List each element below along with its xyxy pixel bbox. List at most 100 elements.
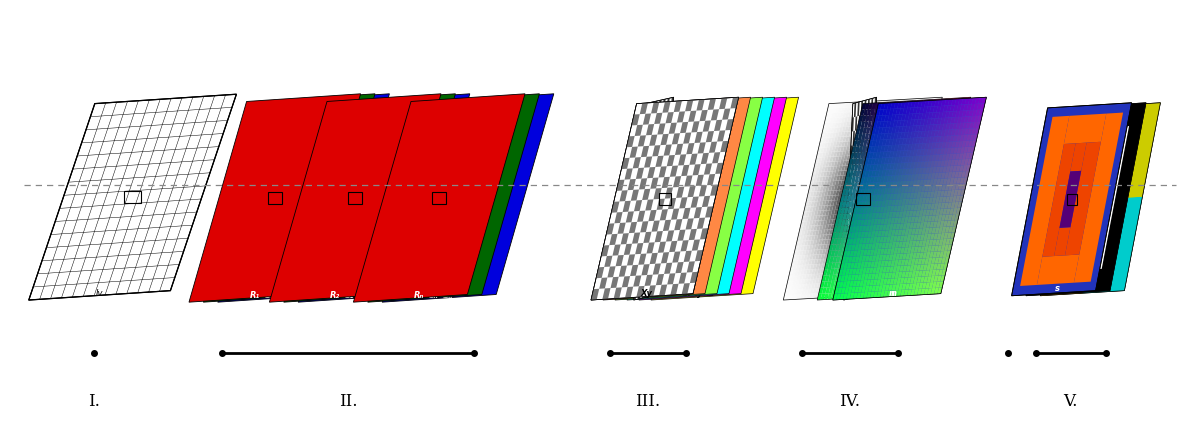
Polygon shape: [956, 148, 961, 154]
Polygon shape: [875, 255, 880, 262]
Polygon shape: [931, 106, 936, 112]
Polygon shape: [592, 289, 599, 300]
Polygon shape: [869, 268, 874, 274]
Polygon shape: [850, 281, 854, 287]
Polygon shape: [920, 252, 925, 258]
Polygon shape: [880, 237, 884, 243]
Polygon shape: [911, 264, 916, 271]
Polygon shape: [886, 145, 890, 151]
Polygon shape: [827, 133, 830, 138]
Polygon shape: [883, 237, 888, 243]
Text: Ny: Ny: [690, 288, 703, 297]
Polygon shape: [880, 242, 883, 247]
Polygon shape: [845, 190, 850, 196]
Polygon shape: [853, 272, 857, 277]
Polygon shape: [876, 249, 881, 256]
Polygon shape: [924, 113, 928, 118]
Polygon shape: [911, 247, 916, 253]
Polygon shape: [842, 184, 847, 190]
Polygon shape: [649, 186, 653, 200]
Polygon shape: [673, 101, 682, 113]
Polygon shape: [862, 184, 866, 190]
Polygon shape: [880, 256, 883, 261]
Polygon shape: [910, 155, 914, 162]
Polygon shape: [799, 275, 803, 280]
Polygon shape: [875, 159, 880, 165]
Polygon shape: [925, 173, 930, 179]
Polygon shape: [822, 283, 827, 288]
Polygon shape: [954, 105, 959, 111]
Polygon shape: [904, 150, 908, 156]
Polygon shape: [948, 147, 953, 154]
Polygon shape: [890, 248, 895, 255]
Polygon shape: [826, 172, 830, 177]
Polygon shape: [894, 274, 899, 279]
Polygon shape: [869, 145, 872, 150]
Polygon shape: [865, 121, 870, 127]
Polygon shape: [817, 284, 821, 289]
Polygon shape: [1037, 255, 1079, 285]
Polygon shape: [851, 233, 854, 239]
Polygon shape: [928, 106, 932, 112]
Polygon shape: [842, 256, 847, 262]
Polygon shape: [918, 234, 923, 240]
Polygon shape: [854, 200, 857, 215]
Polygon shape: [817, 269, 821, 274]
Polygon shape: [886, 127, 890, 133]
Polygon shape: [942, 202, 947, 208]
Polygon shape: [851, 127, 854, 132]
Polygon shape: [800, 246, 804, 251]
Polygon shape: [893, 206, 898, 212]
Polygon shape: [940, 209, 944, 216]
Polygon shape: [880, 170, 884, 176]
Polygon shape: [850, 196, 854, 202]
Polygon shape: [911, 222, 916, 228]
Polygon shape: [895, 154, 899, 159]
Polygon shape: [883, 249, 888, 255]
Polygon shape: [830, 283, 835, 288]
Polygon shape: [912, 129, 916, 133]
Polygon shape: [846, 147, 850, 152]
Polygon shape: [892, 132, 896, 139]
Polygon shape: [865, 171, 870, 178]
Polygon shape: [918, 162, 922, 167]
Polygon shape: [931, 161, 936, 167]
Polygon shape: [853, 141, 858, 147]
Polygon shape: [616, 255, 624, 267]
Polygon shape: [826, 293, 830, 298]
Polygon shape: [863, 128, 868, 135]
Polygon shape: [883, 104, 888, 110]
Polygon shape: [898, 163, 902, 168]
Polygon shape: [888, 217, 893, 224]
Polygon shape: [911, 161, 916, 168]
Polygon shape: [896, 283, 901, 290]
Polygon shape: [796, 290, 799, 295]
Polygon shape: [854, 147, 859, 153]
Polygon shape: [943, 221, 948, 227]
Polygon shape: [838, 196, 841, 201]
Polygon shape: [890, 139, 895, 145]
Polygon shape: [850, 153, 854, 159]
Polygon shape: [923, 128, 926, 133]
Polygon shape: [714, 121, 722, 132]
Polygon shape: [953, 178, 958, 184]
Polygon shape: [913, 282, 918, 289]
Polygon shape: [960, 135, 965, 142]
Polygon shape: [922, 233, 926, 240]
Polygon shape: [971, 129, 976, 135]
Polygon shape: [928, 204, 931, 210]
Polygon shape: [916, 180, 920, 187]
Text: n: n: [888, 288, 894, 297]
Polygon shape: [888, 256, 892, 261]
Polygon shape: [852, 256, 854, 271]
Polygon shape: [858, 249, 863, 256]
Polygon shape: [901, 289, 906, 295]
Polygon shape: [872, 222, 877, 227]
Polygon shape: [875, 260, 880, 267]
Polygon shape: [896, 255, 900, 260]
Polygon shape: [601, 245, 610, 257]
Polygon shape: [914, 104, 918, 109]
Polygon shape: [914, 144, 919, 150]
Polygon shape: [656, 199, 665, 210]
Polygon shape: [836, 210, 841, 215]
